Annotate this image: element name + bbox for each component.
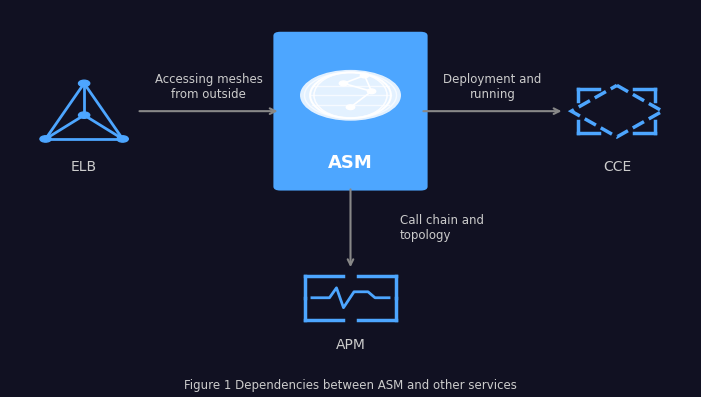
Text: Call chain and
topology: Call chain and topology [400,214,484,242]
Circle shape [367,89,376,94]
Circle shape [117,136,128,142]
Ellipse shape [300,70,401,121]
Text: Figure 1 Dependencies between ASM and other services: Figure 1 Dependencies between ASM and ot… [184,379,517,391]
Text: Accessing meshes
from outside: Accessing meshes from outside [155,73,262,101]
Circle shape [360,73,369,78]
FancyBboxPatch shape [273,32,428,191]
Circle shape [79,80,90,87]
Text: ELB: ELB [71,160,97,174]
Circle shape [346,105,355,110]
Text: APM: APM [336,338,365,353]
Text: Deployment and
running: Deployment and running [443,73,542,101]
Circle shape [79,112,90,118]
Text: ASM: ASM [328,154,373,172]
Text: CCE: CCE [603,160,631,174]
Circle shape [339,81,348,86]
Circle shape [40,136,51,142]
